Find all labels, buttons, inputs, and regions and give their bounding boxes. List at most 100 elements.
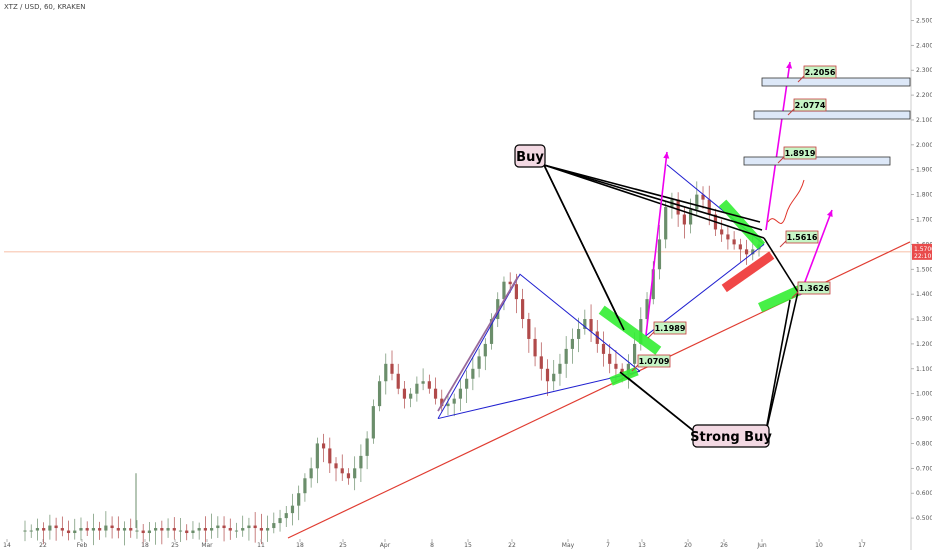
connector-line: [763, 237, 799, 293]
candle-body: [682, 214, 686, 225]
candle-body: [166, 528, 170, 531]
buy-zone-green: [758, 283, 806, 313]
x-tick-label: Jun: [756, 542, 767, 549]
price-label-text: 1.5616: [787, 233, 818, 242]
candle-body: [552, 373, 556, 382]
candle-body: [751, 249, 755, 255]
candle-body: [309, 468, 313, 479]
buy-callout-text: Buy: [516, 150, 544, 165]
candle-body: [614, 363, 618, 369]
x-tick-label: 13: [638, 542, 646, 549]
candle-body: [707, 199, 711, 215]
swing-arrow-purple: [437, 276, 519, 412]
target-arrow-2-head: [786, 62, 793, 69]
candle-body: [35, 528, 40, 531]
x-tick-label: 20: [684, 542, 692, 549]
x-tick-label: 17: [858, 542, 866, 549]
candle-body: [415, 383, 419, 394]
connector-line: [764, 299, 791, 437]
x-tick-label: 25: [171, 542, 179, 549]
target-box: [743, 156, 891, 166]
candle-body: [340, 468, 344, 474]
price-label-text: 1.8919: [785, 149, 816, 158]
candle-body: [222, 525, 226, 529]
candle-body: [241, 528, 245, 531]
candle-body: [216, 525, 220, 529]
x-tick-label: 11: [257, 542, 265, 549]
candle-body: [328, 448, 332, 464]
candle-body: [564, 348, 568, 364]
candle-body: [489, 319, 494, 344]
candle-body: [272, 523, 276, 529]
target-arrow-3: [799, 209, 833, 296]
buy-callout: [514, 144, 546, 168]
candle-body: [502, 281, 506, 300]
candle-body: [589, 319, 593, 332]
price-label-box: [653, 321, 687, 335]
candle-body: [583, 319, 587, 329]
candle-body: [42, 528, 46, 531]
candle-body: [197, 528, 201, 531]
current-price-tag: [912, 243, 932, 260]
candle-body: [122, 528, 127, 531]
candle-body: [620, 368, 624, 374]
candle-body: [54, 525, 58, 529]
target-arrow-3-head: [826, 210, 833, 217]
price-label-box: [785, 230, 819, 244]
y-tick-label: 1.2000: [916, 341, 932, 348]
symbol-header: XTZ / USD, 60, KRAKEN: [4, 3, 86, 11]
triangle-2-lower: [644, 243, 765, 337]
candle-body: [110, 525, 114, 529]
target-arrow-1-head: [663, 152, 670, 159]
candle-body: [427, 381, 431, 389]
candle-body: [514, 284, 519, 300]
candle-body: [147, 530, 152, 534]
x-tick-label: 8: [430, 542, 434, 549]
target-arrow-2: [765, 61, 791, 231]
candle-body: [191, 530, 195, 534]
x-tick-label: 22: [508, 542, 516, 549]
sell-zone-red: [721, 251, 775, 293]
candle-body: [433, 388, 438, 399]
y-tick-label: 2.4000: [916, 42, 932, 49]
x-tick-label: 26: [720, 542, 728, 549]
candle-body: [695, 194, 699, 210]
candle-body: [483, 343, 487, 357]
candle-body: [104, 525, 108, 531]
candle-body: [160, 528, 164, 531]
target-box: [761, 77, 911, 87]
candle-body: [390, 363, 394, 374]
triangle-1-base: [437, 370, 641, 420]
candle-body: [234, 530, 239, 532]
candle-body: [91, 528, 96, 531]
candle-body: [651, 269, 655, 300]
buy-zone-green: [598, 305, 662, 355]
connector-line: [543, 164, 761, 223]
connector-line: [543, 164, 765, 239]
candle-body: [278, 518, 282, 524]
drawing-layer: 2.2056 2.0774 1.8919 1.5616 1.3626 1.1989 1.07…: [287, 61, 911, 539]
candle-body: [98, 528, 102, 531]
x-tick-label: Apr: [380, 542, 391, 549]
candle-body: [452, 398, 456, 404]
candle-body: [377, 381, 382, 407]
candle-body: [676, 199, 680, 215]
candle-body: [247, 525, 251, 529]
candle-body: [744, 249, 749, 255]
y-tick-label: 2.2000: [916, 92, 932, 99]
candle-body: [384, 363, 388, 382]
candle-body: [558, 363, 562, 374]
candle-body: [303, 478, 307, 494]
candle-body: [701, 194, 705, 200]
strong-buy-callout-text: Strong Buy: [690, 430, 772, 445]
x-tick-label: 25: [339, 542, 347, 549]
candle-body: [79, 528, 83, 531]
